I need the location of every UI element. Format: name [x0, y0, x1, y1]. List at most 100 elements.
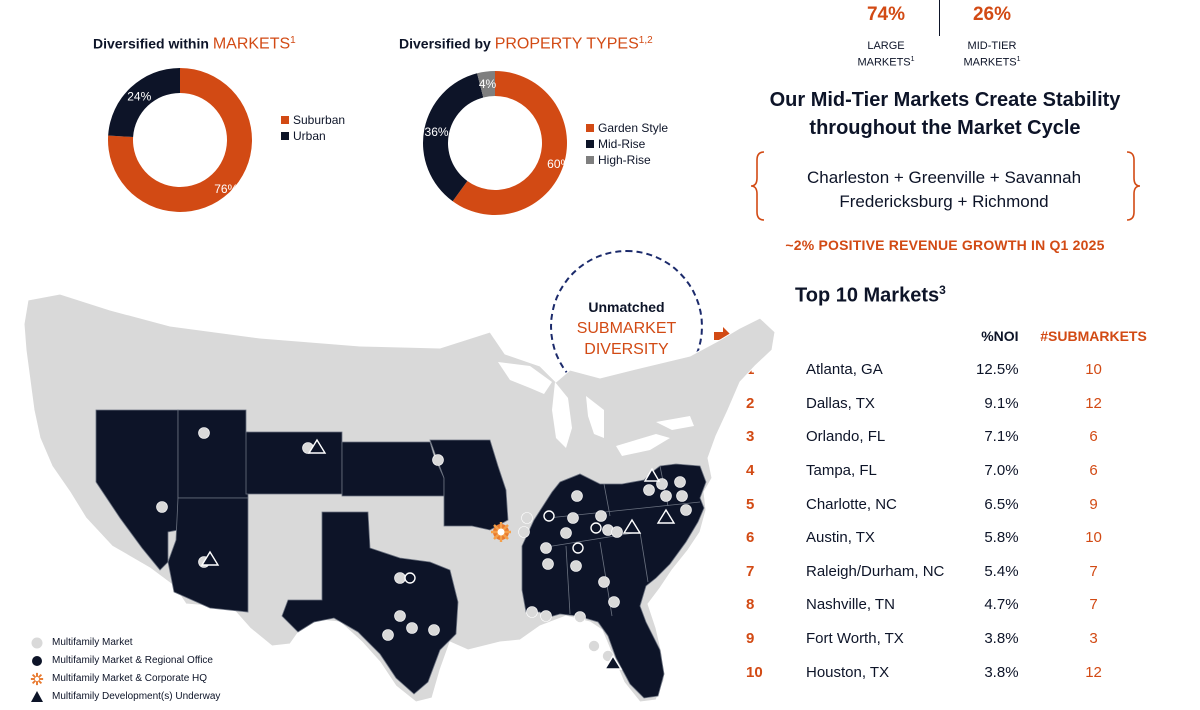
market-dot: [674, 476, 686, 488]
stat-large-pct: 74%: [866, 4, 906, 25]
map-legend: Multifamily Market Multifamily Market & …: [30, 634, 220, 706]
table-row: 9 Fort Worth, TX 3.8% 3: [736, 622, 1159, 656]
submarkets-cell: 12: [1085, 394, 1102, 412]
featured-cities-line2: Fredericksburg + Richmond: [839, 192, 1049, 211]
submarkets-cell: 7: [1089, 596, 1098, 614]
donut-value-label: 24%: [127, 90, 151, 104]
market-dot: [676, 490, 688, 502]
rank-cell: 5: [746, 495, 755, 513]
legend-item-urban: Urban: [281, 128, 345, 144]
market-dot: [595, 510, 607, 522]
donut-slice-high-rise: [477, 71, 495, 98]
badge-line2: SUBMARKET: [576, 320, 677, 337]
market-name-cell: Atlanta, GA: [806, 361, 883, 379]
table-row: 7 Raleigh/Durham, NC 5.4% 7: [736, 555, 1159, 589]
header-market: [806, 319, 976, 353]
stability-line2: throughout the Market Cycle: [809, 117, 1081, 139]
stat-large-sup: 1: [910, 56, 915, 63]
stat-midtier-pct: 26%: [972, 4, 1012, 25]
submarkets-cell: 6: [1089, 462, 1098, 480]
market-dot: [428, 624, 440, 636]
top10-title-sup: 3: [939, 283, 946, 297]
regional-office-dot: [572, 542, 584, 554]
orange-star-icon: [30, 672, 44, 686]
stat-midtier-label: MID-TIER MARKETS1: [952, 39, 1032, 70]
market-dot: [570, 560, 582, 572]
table-row: 10 Houston, TX 3.8% 12: [736, 655, 1159, 689]
market-dot: [588, 640, 600, 652]
donut-value-label: 76%: [214, 182, 238, 196]
donut-slice-suburban: [107, 68, 252, 213]
submarkets-cell: 10: [1085, 529, 1102, 547]
donut-value-label: 36%: [425, 125, 449, 139]
noi-cell: 7.1%: [984, 428, 1019, 446]
market-dot: [643, 484, 655, 496]
rank-cell: 10: [746, 663, 763, 681]
property-donut-title-highlight: PROPERTY TYPES: [494, 35, 639, 53]
submarkets-cell: 3: [1089, 630, 1098, 648]
stat-midtier-markets: 26% MID-TIER MARKETS1: [952, 4, 1032, 70]
regional-office-dot: [404, 572, 416, 584]
map-legend-label: Multifamily Market & Corporate HQ: [52, 673, 208, 684]
table-row: 6 Austin, TX 5.8% 10: [736, 521, 1159, 555]
regional-office-dots: [404, 510, 602, 584]
revenue-growth-text: ~2% POSITIVE REVENUE GROWTH IN Q1 2025: [785, 237, 1105, 253]
state-wyoming: [245, 431, 343, 495]
badge-line1: Unmatched: [588, 299, 665, 315]
rank-cell: 6: [746, 529, 755, 547]
stat-large-label: LARGE MARKETS1: [845, 39, 927, 70]
market-dot: [540, 542, 552, 554]
market-name-cell: Fort Worth, TX: [806, 630, 904, 648]
legend-swatch: [586, 156, 594, 164]
state-texas: [281, 511, 459, 695]
market-dot: [198, 427, 210, 439]
market-dot: [540, 610, 552, 622]
market-dot: [518, 526, 530, 538]
legend-item-suburban: Suburban: [281, 112, 345, 128]
donut-slice-garden-style: [452, 71, 567, 215]
rank-cell: 8: [746, 596, 755, 614]
stability-heading: Our Mid-Tier Markets Create Stability th…: [735, 86, 1155, 142]
market-dot: [156, 501, 168, 513]
market-dot: [598, 576, 610, 588]
submarkets-cell: 12: [1085, 663, 1102, 681]
market-name-cell: Orlando, FL: [806, 428, 886, 446]
map-legend-item: Multifamily Market: [30, 634, 220, 652]
stat-large-label-line1: LARGE: [867, 40, 905, 52]
submarkets-cell: 6: [1089, 428, 1098, 446]
noi-cell: 6.5%: [984, 495, 1019, 513]
noi-cell: 3.8%: [984, 663, 1019, 681]
markets-donut-title-prefix: Diversified within: [93, 35, 213, 52]
featured-cities-line1: Charleston + Greenville + Savannah: [806, 168, 1082, 187]
noi-cell: 4.7%: [984, 596, 1019, 614]
development-triangle-icon: [622, 518, 642, 534]
top10-title-text: Top 10 Markets: [795, 284, 940, 307]
market-dot: [394, 610, 406, 622]
rank-cell: 3: [746, 428, 755, 446]
property-donut-legend: Garden Style Mid-Rise High-Rise: [586, 120, 668, 168]
legend-label: Mid-Rise: [598, 137, 646, 151]
top10-markets-table: %NOI #SUBMARKETS 1Atlanta, GA12.5%102Dal…: [736, 319, 1159, 689]
regional-office-dot: [590, 522, 602, 534]
markets-donut-title: Diversified within MARKETS1: [93, 35, 296, 54]
market-name-cell: Raleigh/Durham, NC: [806, 562, 945, 580]
markets-donut-title-highlight: MARKETS: [212, 35, 291, 53]
donut-value-label: 60%: [547, 157, 571, 171]
property-donut-chart: 60% 36% 4%: [423, 71, 572, 215]
us-markets-map: [23, 293, 776, 703]
table-header-row: %NOI #SUBMARKETS: [736, 319, 1159, 353]
noi-cell: 5.4%: [984, 562, 1019, 580]
donut-value-label: 4%: [479, 77, 497, 91]
market-name-cell: Nashville, TN: [806, 596, 895, 614]
map-legend-label: Multifamily Market & Regional Office: [52, 655, 213, 666]
corporate-hq-star-icon: [491, 522, 511, 542]
great-lakes: [498, 362, 694, 456]
legend-label: Urban: [293, 129, 326, 143]
development-triangle-icon: [656, 508, 676, 524]
header-submarkets: #SUBMARKETS: [1040, 328, 1147, 344]
map-legend-label: Multifamily Market: [52, 637, 133, 648]
market-name-cell: Austin, TX: [806, 529, 875, 547]
table-row: 2 Dallas, TX 9.1% 12: [736, 387, 1159, 421]
noi-cell: 12.5%: [976, 361, 1019, 379]
stat-large-markets: 74% LARGE MARKETS1: [845, 4, 927, 70]
